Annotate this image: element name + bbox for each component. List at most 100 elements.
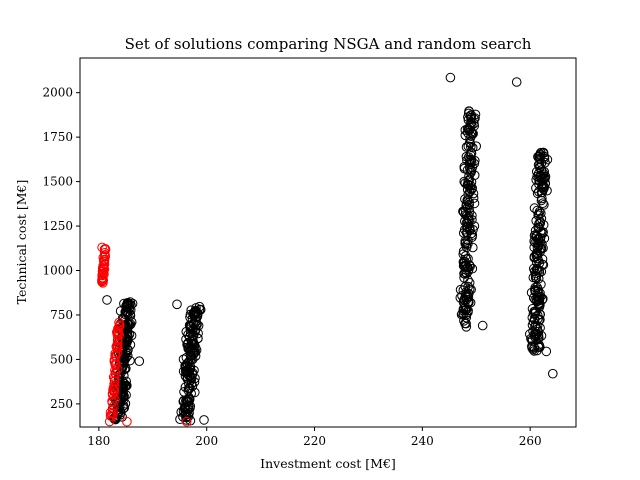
random-search-point <box>185 328 196 339</box>
random-search-point <box>530 286 541 297</box>
nsga-point <box>110 373 120 384</box>
random-search-point <box>467 210 477 221</box>
random-search-point <box>534 159 545 170</box>
random-search-point <box>533 334 543 345</box>
random-search-point <box>183 385 193 396</box>
random-search-point <box>461 322 472 332</box>
random-search-point <box>183 396 193 407</box>
random-search-point <box>548 368 558 379</box>
y-tick-label: 500 <box>50 352 73 366</box>
random-search-point <box>445 72 456 83</box>
random-search-point <box>537 182 547 192</box>
nsga-point <box>112 364 123 375</box>
random-search-point <box>457 308 468 319</box>
nsga-point <box>110 394 120 405</box>
random-search-point <box>536 165 547 175</box>
random-search-point <box>461 310 472 320</box>
random-search-point <box>184 371 195 382</box>
random-search-point <box>531 264 542 275</box>
random-search-point <box>184 378 194 389</box>
random-search-point <box>526 287 537 298</box>
random-search-point <box>534 206 545 217</box>
random-search-point <box>185 362 196 372</box>
random-search-point <box>477 320 488 331</box>
random-search-point <box>537 228 548 239</box>
nsga-point <box>105 407 116 418</box>
x-tick-label: 260 <box>519 434 542 448</box>
random-search-point <box>536 244 546 254</box>
nsga-point <box>107 388 118 399</box>
nsga-point <box>108 405 118 415</box>
plot-frame <box>79 57 577 428</box>
random-search-point <box>535 237 545 248</box>
random-search-point <box>465 150 476 160</box>
nsga-point <box>112 334 123 345</box>
random-search-point <box>531 328 542 339</box>
random-search-point <box>527 335 537 345</box>
random-search-point <box>461 151 472 162</box>
random-search-point <box>511 77 522 87</box>
random-search-point <box>465 133 475 144</box>
x-tick-label: 220 <box>303 434 326 448</box>
random-search-point <box>535 309 546 320</box>
nsga-point <box>97 272 108 283</box>
random-search-point <box>114 358 125 369</box>
nsga-point <box>111 351 121 361</box>
x-tick-label: 200 <box>195 434 218 448</box>
random-search-point <box>183 343 193 354</box>
random-search-point <box>457 291 467 301</box>
nsga-point <box>99 256 109 266</box>
random-search-point <box>541 346 552 357</box>
random-search-point <box>469 114 479 124</box>
random-search-point <box>530 282 541 293</box>
random-search-point <box>191 306 201 316</box>
random-search-point <box>468 188 479 199</box>
random-search-point <box>463 305 473 316</box>
random-search-point <box>469 221 480 231</box>
random-search-point <box>458 249 469 259</box>
random-search-point <box>185 354 196 365</box>
nsga-point <box>107 408 117 419</box>
random-search-point <box>538 183 549 194</box>
random-search-point <box>134 356 145 367</box>
random-search-point <box>459 268 469 279</box>
random-search-point <box>463 235 473 245</box>
y-tick-label: 750 <box>50 308 73 322</box>
random-search-point <box>468 242 478 253</box>
y-axis-label: Technical cost [M€] <box>14 180 29 305</box>
random-search-point <box>463 196 473 206</box>
random-search-point <box>534 222 544 233</box>
x-tick-label: 240 <box>411 434 434 448</box>
random-search-point <box>190 387 200 398</box>
random-search-point <box>180 361 190 371</box>
nsga-point <box>113 337 123 348</box>
random-search-point <box>529 306 540 317</box>
random-search-point <box>536 208 546 219</box>
random-search-point <box>458 246 469 257</box>
random-search-point <box>463 128 473 138</box>
random-search-point <box>192 307 202 318</box>
random-search-point <box>187 324 198 335</box>
random-search-point <box>466 177 477 187</box>
random-search-point <box>125 355 135 366</box>
random-search-point <box>529 252 540 263</box>
y-tick-label: 2000 <box>42 86 73 100</box>
random-search-point <box>459 295 469 306</box>
random-search-point <box>185 321 195 332</box>
random-search-point <box>532 295 543 306</box>
random-search-point <box>463 213 474 224</box>
plot-points <box>97 72 558 427</box>
random-search-point <box>533 288 543 299</box>
random-search-point <box>538 198 548 208</box>
random-search-point <box>528 317 539 327</box>
random-search-point <box>464 207 475 217</box>
random-search-point <box>123 345 133 356</box>
random-search-point <box>462 202 473 213</box>
random-search-point <box>178 366 189 377</box>
random-search-point <box>465 111 476 121</box>
y-tick-label: 1500 <box>42 175 73 189</box>
random-search-point <box>125 320 135 330</box>
random-search-point <box>190 373 200 384</box>
random-search-point <box>463 281 474 292</box>
random-search-point <box>538 243 548 253</box>
